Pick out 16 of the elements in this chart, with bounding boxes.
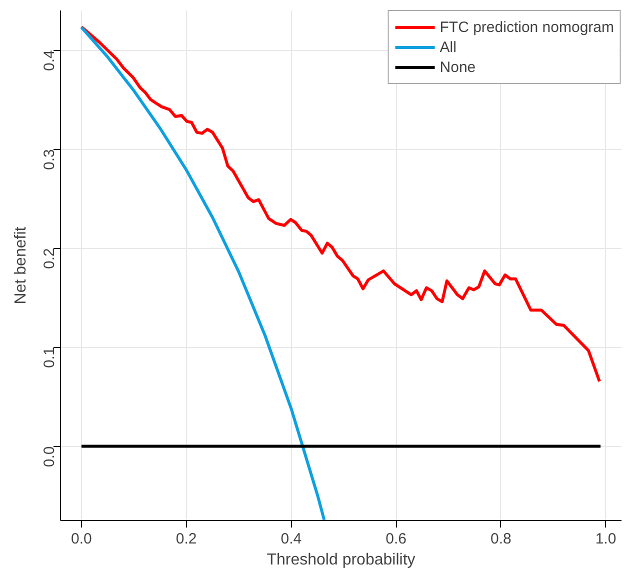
y-tick-label: 0.2 bbox=[41, 248, 58, 270]
legend-label: FTC prediction nomogram bbox=[440, 18, 614, 36]
y-tick-label: 0.1 bbox=[41, 347, 58, 368]
y-tick-label: 0.4 bbox=[41, 50, 58, 71]
y-axis-title: Net benefit bbox=[12, 226, 30, 304]
x-tick-label: 0.8 bbox=[490, 530, 512, 548]
legend-label: None bbox=[440, 58, 476, 76]
x-tick-label: 0.0 bbox=[71, 530, 92, 548]
x-tick-label: 0.6 bbox=[386, 530, 406, 548]
x-tick-label: 0.2 bbox=[176, 530, 197, 548]
legend-label: All bbox=[440, 38, 458, 56]
x-axis-title: Threshold probability bbox=[266, 552, 416, 568]
y-tick-label: 0.0 bbox=[41, 446, 58, 468]
y-tick-label: 0.3 bbox=[41, 149, 58, 170]
x-tick-label: 0.4 bbox=[280, 530, 302, 548]
x-tick-label: 1.0 bbox=[595, 530, 616, 548]
